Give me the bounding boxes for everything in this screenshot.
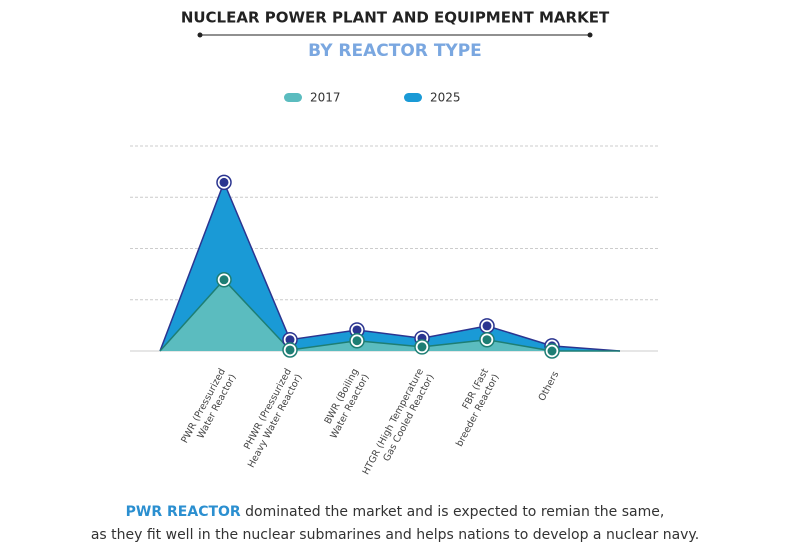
chart-subtitle: BY REACTOR TYPE — [308, 41, 482, 61]
marker-dot — [285, 345, 295, 355]
x-tick-label: PHWR (PressurizedHeavy Water Reactor) — [235, 367, 304, 470]
x-tick-label: HTGR (High TemperatureGas Cooled Reactor… — [360, 366, 436, 482]
footer-highlight: PWR REACTOR — [126, 504, 241, 520]
rule-dot — [587, 32, 593, 38]
chart-title: NUCLEAR POWER PLANT AND EQUIPMENT MARKET — [181, 9, 610, 27]
x-tick-label: PWR (PressurizedWater Reactor) — [179, 367, 238, 451]
marker-dot — [219, 275, 229, 285]
marker-dot — [547, 346, 557, 356]
marker-dot — [352, 325, 362, 335]
x-tick-label: BWR (BoilingWater Reactor) — [317, 367, 371, 441]
area-line — [159, 180, 621, 352]
legend-swatch — [404, 93, 422, 102]
footer-text: dominated the market and is expected to … — [245, 504, 664, 520]
legend-label: 2017 — [310, 91, 341, 105]
marker-dot — [285, 335, 295, 345]
rule-dot — [197, 32, 203, 38]
footer-line: as they fit well in the nuclear submarin… — [91, 527, 699, 543]
area-line — [159, 278, 620, 352]
x-tick-line: HTGR (High Temperature — [360, 366, 425, 476]
area — [160, 279, 620, 351]
marker-dot — [417, 342, 427, 352]
area — [160, 182, 620, 351]
x-tick-label: FBR (Fastbreeder Reactor) — [443, 366, 501, 448]
marker-dot — [482, 321, 492, 331]
marker-dot — [352, 336, 362, 346]
x-tick-label: Others — [536, 369, 561, 402]
footer-line: PWR REACTOR dominated the market and is … — [126, 504, 665, 520]
x-tick-line: Others — [536, 369, 561, 402]
legend-label: 2025 — [430, 91, 461, 105]
marker-dot — [482, 335, 492, 345]
marker-dot — [219, 177, 229, 187]
legend-swatch — [284, 93, 302, 102]
